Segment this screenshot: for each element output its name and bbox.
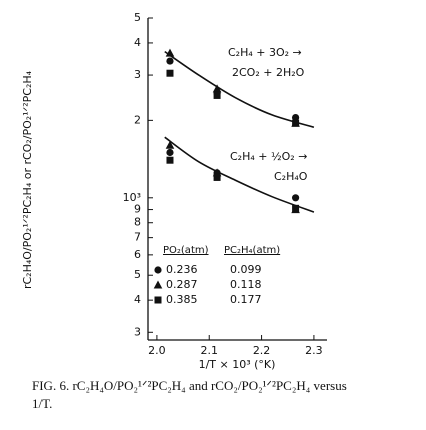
y-tick-label: 4 [134,36,141,49]
legend-value: 0.385 [166,293,198,306]
marker [213,91,221,99]
legend-value: 0.118 [230,278,262,291]
marker [154,296,162,304]
x-tick-label: 2.3 [305,344,323,357]
marker [212,84,222,93]
marker [291,114,300,122]
marker [154,266,162,274]
marker [166,69,174,77]
annotation: 2CO₂ + 2H₂O [232,66,305,79]
legend-value: 0.099 [230,263,262,276]
y-tick-label: 5 [134,268,141,281]
annotation: C₂H₄ + ½O₂ → [230,150,307,163]
marker [165,48,175,57]
x-tick-label: 2.2 [253,344,271,357]
caption: FIG. 6. rC₂H₄O/PO₂¹ᐟ²PC₂H₄ and rCO₂/PO₂¹… [32,378,347,393]
legend-value: 0.177 [230,293,262,306]
marker [166,156,174,164]
y-tick-label: 6 [134,248,141,261]
y-tick-label: 2 [134,113,141,126]
marker [213,173,221,181]
legend-header: PO₂(atm) [163,245,209,256]
marker [166,57,174,65]
y-tick-label: 4 [134,293,141,306]
marker [291,194,300,202]
y-tick-label: 3 [134,325,141,338]
legend-value: 0.287 [166,278,198,291]
fit-curve [164,50,315,129]
x-tick-label: 2.0 [148,344,166,357]
y-tick-label: 7 [134,231,141,244]
marker [165,140,175,149]
annotation: C₂H₄ + 3O₂ → [228,46,302,59]
marker [292,119,300,127]
marker [292,204,300,212]
y-tick-label: 5 [134,11,141,24]
marker [153,280,163,289]
x-tick-label: 2.1 [200,344,218,357]
y-axis-label: rC₂H₄O/PO₂¹ᐟ²PC₂H₄ or rCO₂/PO₂¹ᐟ²PC₂H₄ [21,70,34,289]
caption: 1/T. [32,396,52,411]
annotation: C₂H₄O [274,170,308,183]
y-tick-label: 3 [134,68,141,81]
legend-header: PC₂H₄(atm) [224,245,280,256]
fit-curve [164,136,315,213]
y-tick-label: 9 [134,203,141,216]
y-tick-label: 10³ [123,191,141,204]
marker [166,148,174,157]
y-tick-label: 8 [134,216,141,229]
legend-value: 0.236 [166,263,198,276]
x-axis-label: 1/T × 10³ (°K) [199,358,276,371]
